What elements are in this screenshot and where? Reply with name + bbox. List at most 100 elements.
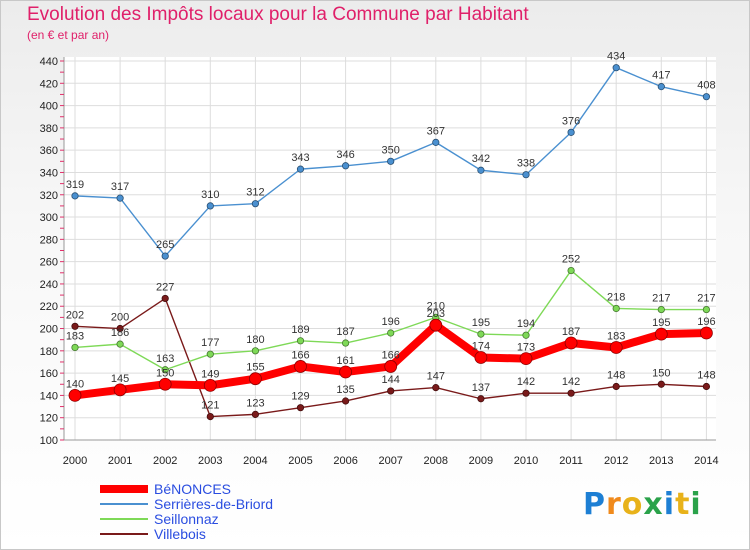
logo-letter: x [643, 487, 664, 522]
data-point-seillonnaz [657, 305, 665, 314]
x-tick-label: 2008 [424, 455, 448, 467]
data-point-seillonnaz [251, 347, 259, 355]
data-point-serri-res-de-briord [702, 93, 711, 101]
logo-letter: i [663, 487, 676, 522]
data-point-b-nonces [248, 372, 262, 386]
y-tick-label: 380 [40, 123, 58, 135]
legend-swatch [100, 533, 148, 535]
legend-swatch [100, 518, 148, 520]
data-label-serri-res-de-briord: 343 [291, 152, 309, 164]
data-point-seillonnaz [341, 339, 350, 347]
data-label-b-nonces: 150 [156, 367, 174, 379]
data-point-b-nonces [654, 327, 668, 341]
data-label-villebois: 150 [652, 367, 670, 379]
data-label-serri-res-de-briord: 319 [66, 179, 84, 191]
data-label-villebois: 142 [562, 376, 580, 388]
data-point-b-nonces [564, 336, 578, 350]
data-label-villebois: 202 [66, 309, 84, 321]
data-label-serri-res-de-briord: 338 [517, 158, 535, 170]
data-label-serri-res-de-briord: 342 [472, 153, 490, 165]
data-point-seillonnaz [387, 329, 395, 337]
data-point-seillonnaz [612, 304, 620, 313]
data-label-serri-res-de-briord: 346 [336, 149, 354, 161]
data-label-serri-res-de-briord: 376 [562, 115, 580, 127]
data-label-villebois: 123 [246, 397, 264, 409]
data-label-b-nonces: 174 [472, 341, 490, 353]
logo-letter: i [690, 487, 702, 522]
data-label-seillonnaz: 196 [382, 316, 400, 328]
data-point-seillonnaz [161, 366, 169, 374]
y-tick-label: 440 [40, 56, 58, 68]
y-tick-label: 140 [40, 390, 58, 402]
logo-letter: r [606, 487, 622, 522]
logo-letter: P [583, 487, 606, 522]
data-point-b-nonces [474, 351, 488, 364]
legend-label: BéNONCES [154, 481, 232, 497]
data-point-villebois [71, 322, 79, 330]
data-point-villebois [477, 395, 485, 403]
proxiti-logo: Proxiti [583, 487, 702, 522]
data-label-seillonnaz: 194 [517, 318, 535, 330]
data-point-serri-res-de-briord [116, 194, 124, 202]
data-point-villebois [702, 382, 711, 391]
data-label-seillonnaz: 163 [156, 353, 174, 365]
data-label-b-nonces: 173 [517, 342, 535, 354]
data-point-villebois [657, 380, 665, 388]
data-label-villebois: 148 [607, 369, 625, 381]
y-tick-label: 160 [40, 368, 58, 380]
y-tick-label: 100 [40, 435, 58, 447]
data-point-seillonnaz [116, 340, 124, 348]
data-point-seillonnaz [522, 331, 530, 339]
data-label-villebois: 147 [427, 371, 445, 383]
data-point-b-nonces [68, 389, 82, 402]
data-label-b-nonces: 203 [427, 308, 445, 320]
data-label-villebois: 121 [201, 400, 219, 412]
data-point-serri-res-de-briord [251, 200, 259, 208]
data-point-b-nonces [384, 360, 398, 373]
data-label-serri-res-de-briord: 417 [652, 70, 670, 82]
data-label-villebois: 142 [517, 376, 535, 388]
data-label-villebois: 137 [472, 382, 490, 394]
data-point-serri-res-de-briord [206, 202, 214, 210]
data-point-serri-res-de-briord [387, 157, 395, 165]
legend-swatch [100, 485, 148, 493]
data-label-serri-res-de-briord: 408 [697, 80, 715, 92]
data-point-b-nonces [339, 365, 353, 379]
data-label-b-nonces: 195 [652, 317, 670, 329]
y-tick-label: 180 [40, 346, 58, 358]
data-label-villebois: 144 [382, 374, 400, 386]
y-tick-label: 400 [40, 101, 58, 113]
y-tick-label: 220 [40, 301, 58, 313]
data-point-villebois [567, 389, 575, 397]
data-point-serri-res-de-briord [161, 252, 169, 260]
data-label-serri-res-de-briord: 317 [111, 181, 129, 193]
x-tick-label: 2007 [378, 455, 402, 467]
x-tick-label: 2004 [243, 455, 267, 467]
data-point-villebois [161, 294, 169, 303]
x-tick-label: 2006 [333, 455, 357, 467]
y-tick-label: 420 [40, 78, 58, 90]
data-point-villebois [251, 410, 259, 418]
data-point-seillonnaz [296, 337, 305, 345]
data-label-seillonnaz: 183 [66, 330, 84, 342]
data-label-seillonnaz: 177 [201, 337, 219, 349]
y-tick-label: 340 [40, 167, 58, 179]
data-point-serri-res-de-briord [612, 64, 620, 72]
x-tick-label: 2005 [288, 455, 312, 467]
data-label-b-nonces: 149 [201, 368, 219, 380]
data-point-seillonnaz [567, 266, 575, 275]
data-label-serri-res-de-briord: 350 [382, 144, 400, 156]
data-label-b-nonces: 187 [562, 326, 580, 338]
x-tick-label: 2010 [514, 455, 538, 467]
y-tick-label: 200 [40, 324, 58, 336]
data-point-serri-res-de-briord [657, 83, 665, 91]
data-point-serri-res-de-briord [432, 138, 440, 146]
data-label-seillonnaz: 217 [697, 293, 715, 305]
data-label-serri-res-de-briord: 367 [427, 125, 445, 137]
data-label-seillonnaz: 252 [562, 254, 580, 266]
data-label-seillonnaz: 180 [246, 334, 264, 346]
data-label-villebois: 135 [336, 384, 354, 396]
data-label-serri-res-de-briord: 434 [607, 51, 625, 63]
data-label-b-nonces: 161 [336, 355, 354, 367]
y-tick-label: 240 [40, 279, 58, 291]
